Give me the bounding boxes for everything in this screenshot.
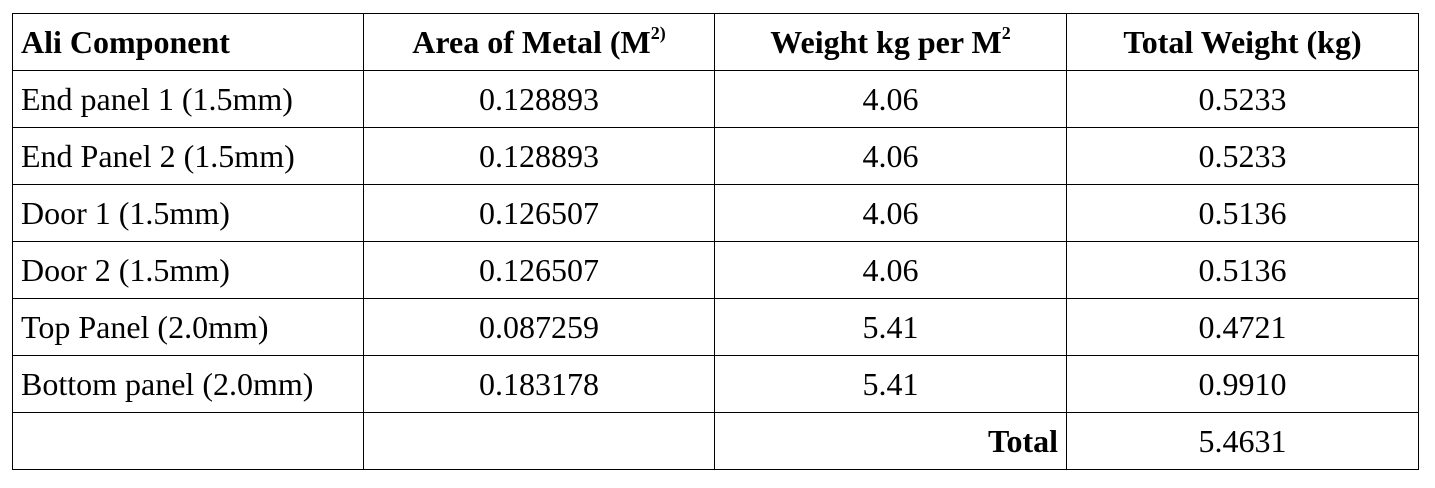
- table-row: Top Panel (2.0mm) 0.087259 5.41 0.4721: [12, 298, 1419, 356]
- total-weight-cell: 0.5233: [1066, 127, 1419, 185]
- header-area: Area of Metal (M2): [363, 13, 715, 71]
- header-weight-label: Weight kg per M: [770, 24, 1002, 60]
- component-cell: Bottom panel (2.0mm): [12, 355, 364, 413]
- header-row: Ali Component Area of Metal (M2) Weight …: [12, 13, 1419, 71]
- total-weight-cell: 0.5233: [1066, 70, 1419, 128]
- header-total-weight: Total Weight (kg): [1066, 13, 1419, 71]
- total-row: Total 5.4631: [12, 412, 1419, 470]
- component-cell: End panel 1 (1.5mm): [12, 70, 364, 128]
- component-cell: Door 1 (1.5mm): [12, 184, 364, 242]
- empty-cell: [12, 412, 364, 470]
- header-area-label: Area of Metal (M: [412, 24, 651, 60]
- area-cell: 0.126507: [363, 241, 715, 299]
- table-row: End Panel 2 (1.5mm) 0.128893 4.06 0.5233: [12, 127, 1419, 185]
- header-area-superscript: 2): [650, 23, 666, 43]
- weight-per-m2-cell: 5.41: [714, 355, 1067, 413]
- weight-per-m2-cell: 4.06: [714, 184, 1067, 242]
- header-component: Ali Component: [12, 13, 364, 71]
- total-value: 5.4631: [1066, 412, 1419, 470]
- area-cell: 0.183178: [363, 355, 715, 413]
- total-weight-cell: 0.9910: [1066, 355, 1419, 413]
- table-row: Door 2 (1.5mm) 0.126507 4.06 0.5136: [12, 241, 1419, 299]
- weight-per-m2-cell: 4.06: [714, 127, 1067, 185]
- total-weight-cell: 0.5136: [1066, 241, 1419, 299]
- area-cell: 0.126507: [363, 184, 715, 242]
- total-label: Total: [714, 412, 1067, 470]
- table-row: Door 1 (1.5mm) 0.126507 4.06 0.5136: [12, 184, 1419, 242]
- component-weight-table: Ali Component Area of Metal (M2) Weight …: [12, 13, 1419, 470]
- area-cell: 0.128893: [363, 70, 715, 128]
- weight-per-m2-cell: 4.06: [714, 241, 1067, 299]
- area-cell: 0.128893: [363, 127, 715, 185]
- component-cell: Top Panel (2.0mm): [12, 298, 364, 356]
- component-cell: Door 2 (1.5mm): [12, 241, 364, 299]
- area-cell: 0.087259: [363, 298, 715, 356]
- header-weight-per-m2: Weight kg per M2: [714, 13, 1067, 71]
- table-row: Bottom panel (2.0mm) 0.183178 5.41 0.991…: [12, 355, 1419, 413]
- header-weight-superscript: 2: [1001, 23, 1011, 43]
- component-cell: End Panel 2 (1.5mm): [12, 127, 364, 185]
- total-weight-cell: 0.5136: [1066, 184, 1419, 242]
- table-row: End panel 1 (1.5mm) 0.128893 4.06 0.5233: [12, 70, 1419, 128]
- weight-per-m2-cell: 5.41: [714, 298, 1067, 356]
- weight-per-m2-cell: 4.06: [714, 70, 1067, 128]
- empty-cell: [363, 412, 715, 470]
- total-weight-cell: 0.4721: [1066, 298, 1419, 356]
